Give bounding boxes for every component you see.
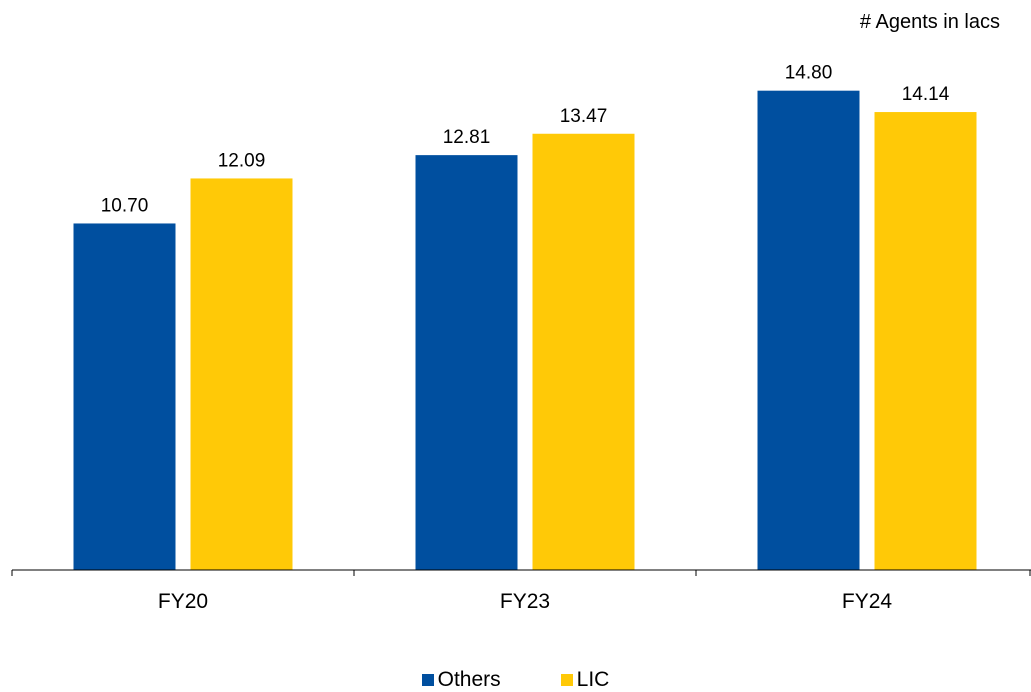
unit-label: # Agents in lacs — [859, 11, 1000, 33]
x-tick-label-fy20: FY20 — [158, 590, 208, 613]
data-label-lic-fy23: 13.47 — [560, 106, 608, 127]
legend-swatch-others — [421, 674, 434, 686]
data-label-others-fy24: 14.80 — [785, 63, 833, 84]
legend-label-lic: LIC — [576, 668, 610, 691]
legend-label-others: Others — [437, 668, 501, 691]
data-label-lic-fy24: 14.14 — [902, 84, 950, 105]
legend-swatch-lic — [560, 674, 573, 686]
legend: Others LIC — [0, 668, 1031, 692]
x-tick-label-fy23: FY23 — [500, 590, 550, 613]
legend-item-lic: LIC — [560, 668, 610, 692]
bar-others-fy20 — [73, 223, 176, 570]
bar-others-fy24 — [757, 90, 860, 570]
data-label-others-fy23: 12.81 — [443, 127, 491, 148]
bar-chart: 10.70 12.09 FY20 12.81 13.47 FY23 14.80 14.14 FY… — [11, 63, 1031, 613]
bar-others-fy23 — [415, 155, 518, 570]
data-label-lic-fy20: 12.09 — [218, 150, 266, 171]
bar-lic-fy24 — [874, 112, 977, 570]
bar-lic-fy23 — [532, 133, 635, 570]
legend-item-others: Others — [421, 668, 501, 692]
bar-lic-fy20 — [190, 178, 293, 571]
x-tick-label-fy24: FY24 — [842, 590, 893, 613]
data-label-others-fy20: 10.70 — [101, 195, 149, 216]
